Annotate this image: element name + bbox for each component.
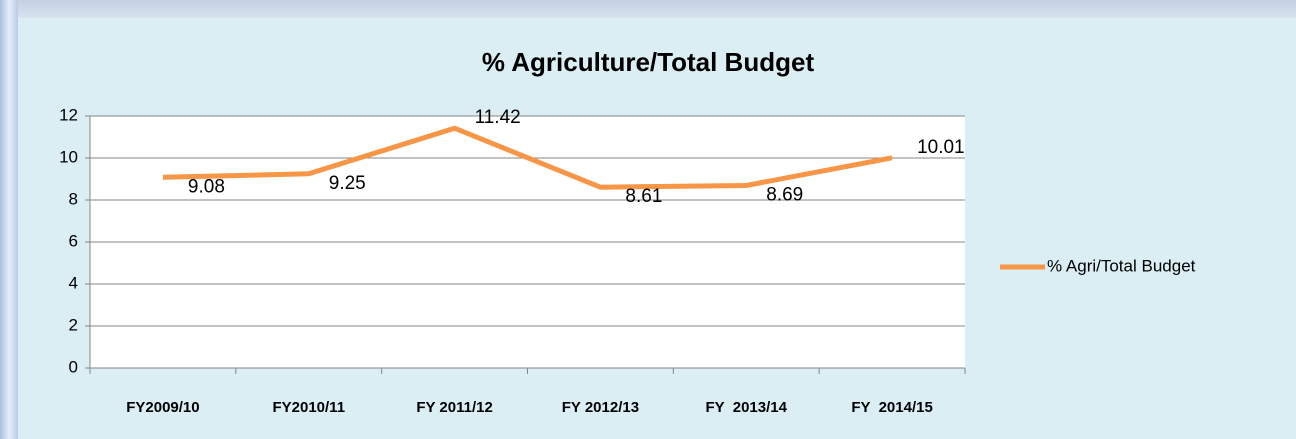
y-tick-label: 8 [69,189,78,208]
data-label: 9.08 [188,176,225,197]
x-tick-label: FY2010/11 [272,399,345,416]
data-label: 11.42 [475,107,521,128]
series-line [162,125,893,190]
data-label: 10.01 [917,137,965,158]
side-band [0,0,18,439]
x-tick-label: FY 2014/15 [851,399,932,416]
data-label: 8.69 [766,185,803,206]
top-band [0,0,1296,18]
data-label: 8.61 [625,186,662,207]
x-tick-label: FY 2012/13 [562,399,639,416]
y-tick-label: 12 [59,105,78,124]
x-tick-label: FY2009/10 [126,399,199,416]
x-tick-label: FY 2013/14 [706,399,788,416]
y-tick-label: 6 [69,231,78,250]
y-tick-label: 2 [69,315,78,334]
x-tick-label: FY 2011/12 [416,399,492,416]
y-tick-label: 4 [69,273,78,292]
chart-title: % Agriculture/Total Budget [482,47,815,77]
y-tick-label: 0 [69,357,78,376]
data-label: 9.25 [329,173,366,194]
y-tick-label: 10 [59,147,78,166]
legend-label: % Agri/Total Budget [1047,256,1196,275]
